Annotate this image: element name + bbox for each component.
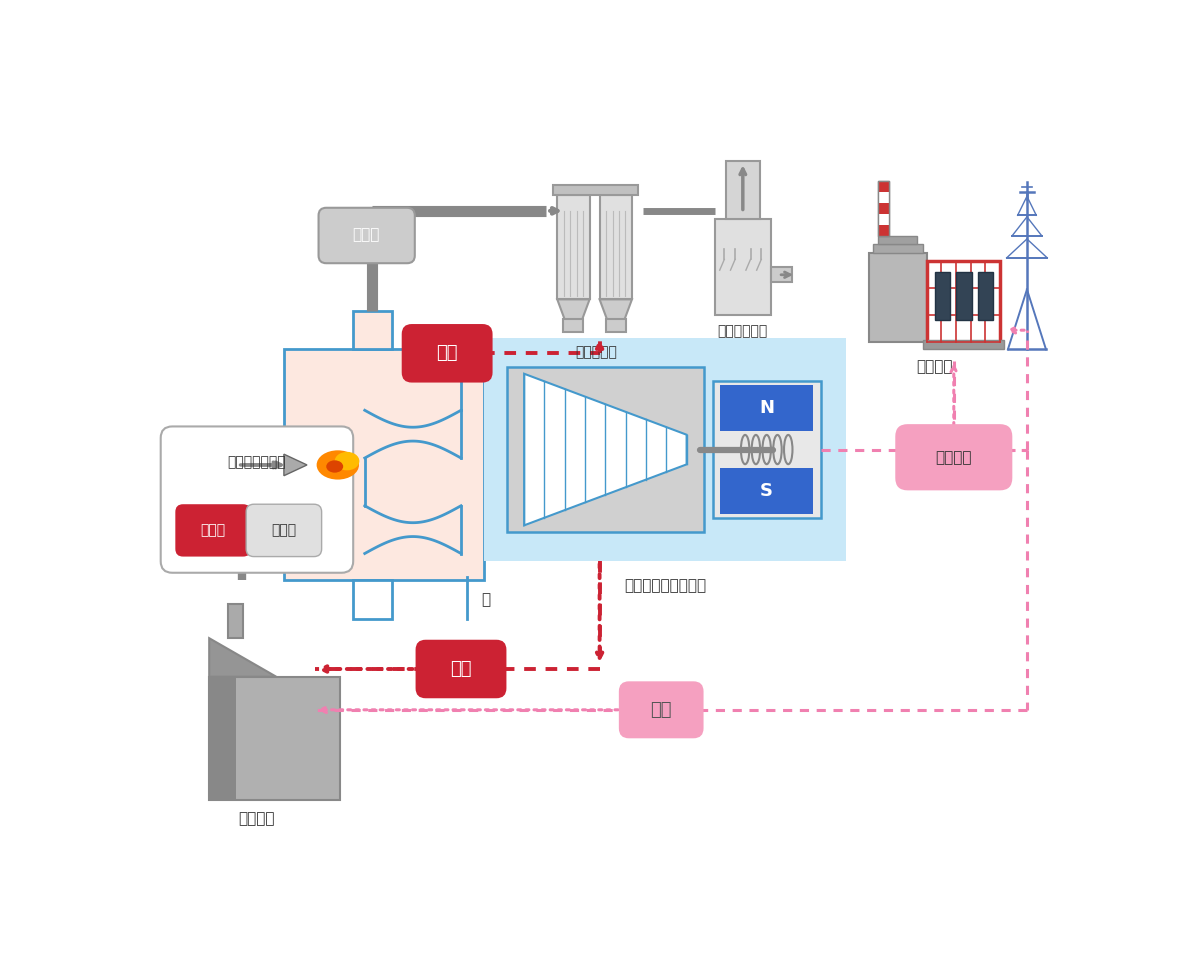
- Bar: [923, 340, 1004, 349]
- Polygon shape: [600, 300, 632, 320]
- Bar: [600, 196, 632, 300]
- Ellipse shape: [326, 460, 343, 473]
- Text: 余剰電力: 余剰電力: [936, 450, 972, 465]
- FancyBboxPatch shape: [246, 504, 322, 557]
- Polygon shape: [557, 300, 589, 320]
- Text: 湿式脱硫装置: 湿式脱硫装置: [718, 324, 768, 338]
- FancyBboxPatch shape: [415, 640, 506, 698]
- Polygon shape: [284, 455, 307, 476]
- Bar: [508, 367, 703, 532]
- Bar: [878, 203, 889, 214]
- Bar: [353, 311, 391, 350]
- Text: 電力: 電力: [650, 701, 672, 719]
- Bar: [713, 381, 821, 518]
- Bar: [720, 468, 812, 514]
- Bar: [715, 219, 770, 315]
- Bar: [553, 185, 638, 196]
- Ellipse shape: [317, 451, 359, 479]
- Bar: [726, 160, 760, 219]
- Bar: [228, 604, 244, 638]
- Text: バイオマス燃料: バイオマス燃料: [228, 456, 287, 470]
- Text: 蝗気: 蝗気: [450, 660, 472, 678]
- Text: ヘッド: ヘッド: [271, 523, 296, 538]
- Bar: [872, 244, 923, 253]
- Bar: [935, 272, 950, 320]
- Bar: [878, 214, 889, 225]
- Text: ピッチ: ピッチ: [200, 523, 226, 538]
- Bar: [878, 192, 889, 203]
- Bar: [484, 338, 846, 562]
- Bar: [878, 180, 889, 236]
- Text: 排ガス: 排ガス: [353, 227, 380, 243]
- Bar: [978, 272, 994, 320]
- Bar: [209, 677, 340, 800]
- FancyBboxPatch shape: [619, 681, 703, 738]
- Text: 水: 水: [481, 592, 490, 607]
- Polygon shape: [209, 638, 276, 677]
- Text: 電力会社: 電力会社: [917, 359, 953, 373]
- Bar: [869, 253, 926, 342]
- Text: 蝗気タービン発電機: 蝗気タービン発電機: [624, 578, 706, 593]
- Polygon shape: [524, 373, 686, 525]
- Text: 電気集塵機: 電気集塵機: [575, 346, 617, 360]
- Bar: [284, 350, 484, 581]
- FancyBboxPatch shape: [402, 324, 492, 383]
- Bar: [770, 267, 792, 283]
- Bar: [564, 319, 583, 331]
- Bar: [926, 261, 1000, 342]
- Bar: [956, 272, 972, 320]
- Text: 蝗気: 蝗気: [437, 345, 458, 362]
- FancyBboxPatch shape: [161, 427, 353, 573]
- Text: N: N: [760, 399, 774, 417]
- FancyBboxPatch shape: [895, 424, 1013, 490]
- Bar: [606, 319, 625, 331]
- Text: S: S: [760, 482, 773, 499]
- Text: 当社工場: 当社工場: [239, 812, 275, 826]
- Bar: [557, 196, 589, 300]
- Bar: [209, 677, 236, 800]
- Ellipse shape: [335, 452, 359, 471]
- Bar: [878, 180, 889, 192]
- Bar: [720, 385, 812, 432]
- FancyBboxPatch shape: [175, 504, 251, 557]
- Bar: [878, 225, 889, 236]
- Bar: [878, 180, 889, 236]
- Bar: [878, 236, 917, 244]
- FancyBboxPatch shape: [318, 208, 415, 264]
- Bar: [353, 581, 391, 619]
